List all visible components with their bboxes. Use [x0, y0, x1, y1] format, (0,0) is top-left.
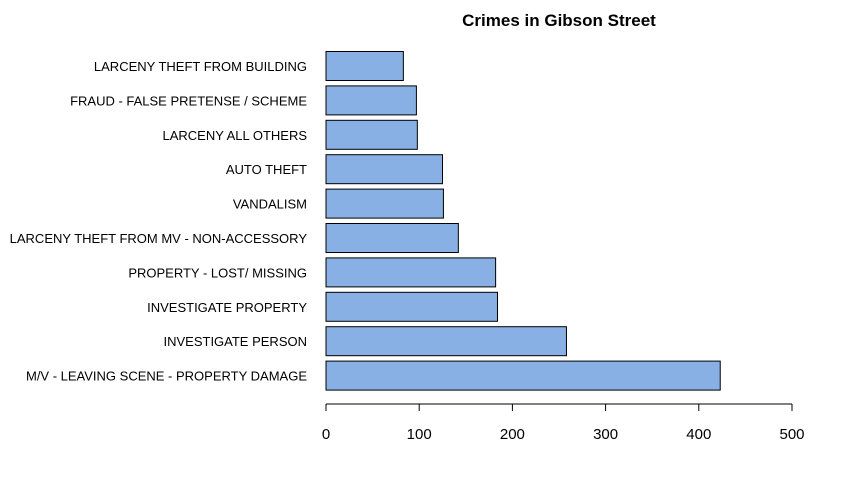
category-label-6: PROPERTY - LOST/ MISSING — [128, 265, 307, 280]
bar-7 — [325, 291, 498, 322]
bar-0 — [325, 51, 404, 81]
x-axis: 0 100 200 300 400 500 — [322, 403, 805, 443]
bar-1 — [325, 85, 417, 116]
category-label-2: LARCENY ALL OTHERS — [163, 128, 308, 143]
bars-group — [325, 51, 721, 391]
x-tick-label-2: 200 — [500, 426, 525, 443]
category-label-1: FRAUD - FALSE PRETENSE / SCHEME — [70, 93, 307, 108]
bar-6 — [325, 257, 497, 288]
bar-8 — [325, 326, 567, 357]
x-tick-label-1: 100 — [407, 426, 432, 443]
x-tick-label-0: 0 — [322, 426, 330, 443]
category-label-8: INVESTIGATE PERSON — [163, 334, 307, 349]
x-tick-label-5: 500 — [779, 426, 804, 443]
category-labels: LARCENY THEFT FROM BUILDING FRAUD - FALSE… — [10, 59, 308, 384]
bar-2 — [325, 119, 418, 150]
category-label-3: AUTO THEFT — [226, 162, 307, 177]
x-tick-label-4: 400 — [686, 426, 711, 443]
x-tick-label-3: 300 — [593, 426, 618, 443]
bar-5 — [325, 223, 459, 253]
chart-title: Crimes in Gibson Street — [462, 11, 656, 30]
category-label-9: M/V - LEAVING SCENE - PROPERTY DAMAGE — [26, 369, 307, 384]
category-label-0: LARCENY THEFT FROM BUILDING — [94, 59, 307, 74]
category-label-4: VANDALISM — [233, 197, 307, 212]
category-label-7: INVESTIGATE PROPERTY — [147, 300, 307, 315]
category-label-5: LARCENY THEFT FROM MV - NON-ACCESSORY — [10, 231, 308, 246]
bar-4 — [325, 188, 444, 219]
bar-3 — [325, 154, 443, 185]
bar-9 — [325, 360, 721, 391]
